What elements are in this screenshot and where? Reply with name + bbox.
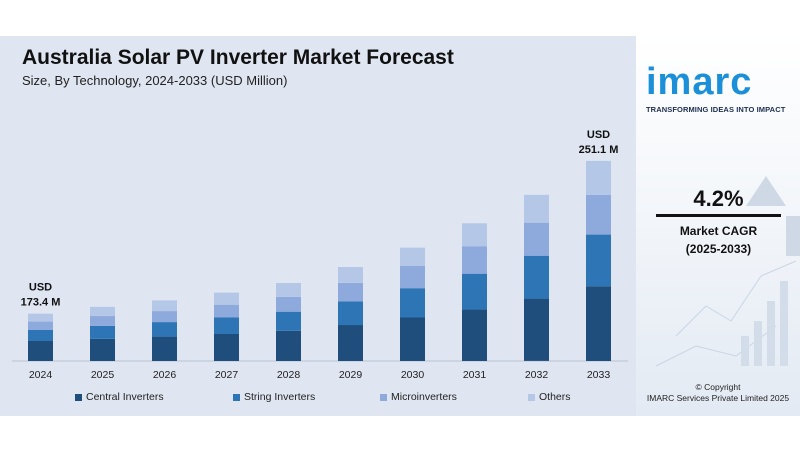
stacked-bar-chart: 2024 2025 2026 2027 2028 2029 2030 2031 2032 2033… bbox=[12, 129, 628, 381]
bar-segment-2027-0 bbox=[214, 334, 239, 361]
bar-segment-2024-3 bbox=[28, 313, 53, 322]
bar-segment-2026-0 bbox=[152, 336, 177, 361]
cagr-period: (2025-2033) bbox=[685, 242, 752, 256]
x-tick-label-2029: 2029 bbox=[339, 369, 363, 381]
bar-segment-2027-2 bbox=[214, 304, 239, 318]
chart-legend: Central Inverters String Inverters Microin… bbox=[0, 391, 636, 407]
bar-segment-2030-0 bbox=[400, 317, 425, 361]
bar-segment-2028-1 bbox=[276, 311, 301, 331]
bar-segment-2029-2 bbox=[338, 283, 363, 302]
x-tick-label-2030: 2030 bbox=[401, 369, 425, 381]
bar-segment-2027-3 bbox=[214, 292, 239, 305]
side-panel: imarc TRANSFORMING IDEAS INTO IMPACT 4.2… bbox=[636, 36, 800, 416]
bar-segment-2032-1 bbox=[524, 255, 549, 299]
legend-label-1: String Inverters bbox=[244, 391, 316, 403]
x-tick-label-2033: 2033 bbox=[587, 369, 611, 381]
bar-segment-2026-3 bbox=[152, 300, 177, 312]
x-tick-label-2028: 2028 bbox=[277, 369, 301, 381]
bar-segment-2026-1 bbox=[152, 322, 177, 337]
bar-segment-2033-2 bbox=[586, 194, 611, 235]
bar-segment-2031-2 bbox=[462, 246, 487, 274]
bar-segment-2031-3 bbox=[462, 223, 487, 247]
bar-segment-2033-0 bbox=[586, 286, 611, 361]
legend-swatch-2 bbox=[380, 393, 387, 401]
cagr-label: Market CAGR bbox=[679, 224, 758, 238]
bar-segment-2025-2 bbox=[90, 316, 115, 326]
bar-segment-2032-3 bbox=[524, 194, 549, 223]
bar-segment-2025-1 bbox=[90, 325, 115, 339]
chart-panel: Australia Solar PV Inverter Market Forec… bbox=[0, 36, 636, 416]
bar-segment-2031-0 bbox=[462, 309, 487, 361]
bar-segment-2033-1 bbox=[586, 234, 611, 287]
bar-segment-2024-1 bbox=[28, 330, 53, 341]
legend-swatch-1 bbox=[233, 393, 240, 401]
bar-segment-2029-0 bbox=[338, 325, 363, 361]
legend-label-2: Microinverters bbox=[391, 391, 457, 403]
infographic-frame: Australia Solar PV Inverter Market Forec… bbox=[0, 36, 800, 416]
bar-segment-2031-1 bbox=[462, 273, 487, 310]
bar-segment-2030-1 bbox=[400, 288, 425, 318]
legend-item-3: Others bbox=[528, 391, 571, 403]
bar-segment-2032-2 bbox=[524, 222, 549, 256]
total-annotation-2024-0: USD bbox=[29, 282, 52, 294]
chart-subtitle: Size, By Technology, 2024-2033 (USD Mill… bbox=[22, 73, 288, 88]
cagr-divider bbox=[656, 214, 781, 217]
x-tick-label-2025: 2025 bbox=[91, 369, 115, 381]
total-annotation-2024-1: 173.4 M bbox=[21, 297, 61, 309]
legend-item-0: Central Inverters bbox=[75, 391, 164, 403]
legend-item-1: String Inverters bbox=[233, 391, 315, 403]
bar-segment-2029-3 bbox=[338, 267, 363, 283]
bar-segment-2030-2 bbox=[400, 265, 425, 289]
legend-swatch-3 bbox=[528, 393, 535, 401]
bar-segment-2025-3 bbox=[90, 306, 115, 317]
brand-tagline: TRANSFORMING IDEAS INTO IMPACT bbox=[646, 105, 786, 114]
copyright-notice: © Copyright bbox=[695, 382, 741, 392]
x-tick-label-2031: 2031 bbox=[463, 369, 487, 381]
bar-segment-2024-2 bbox=[28, 321, 53, 330]
bar-segment-2033-3 bbox=[586, 160, 611, 195]
bar-segment-2028-0 bbox=[276, 330, 301, 361]
imarc-logo: imarc bbox=[646, 61, 753, 103]
bar-segment-2025-0 bbox=[90, 339, 115, 361]
total-annotation-2033-1: 251.1 M bbox=[579, 144, 619, 156]
copyright-holder: IMARC Services Private Limited 2025 bbox=[646, 393, 790, 403]
bar-segment-2028-2 bbox=[276, 296, 301, 312]
bar-segment-2028-3 bbox=[276, 283, 301, 297]
background-decoration bbox=[655, 176, 800, 367]
bar-segment-2027-1 bbox=[214, 317, 239, 334]
legend-label-0: Central Inverters bbox=[86, 391, 164, 403]
bar-segment-2032-0 bbox=[524, 298, 549, 361]
legend-label-3: Others bbox=[539, 391, 571, 403]
x-tick-label-2027: 2027 bbox=[215, 369, 239, 381]
bar-segment-2024-0 bbox=[28, 341, 53, 361]
legend-swatch-0 bbox=[75, 393, 82, 401]
bar-segment-2030-3 bbox=[400, 247, 425, 266]
chart-title: Australia Solar PV Inverter Market Forec… bbox=[22, 46, 454, 69]
total-annotation-2033-0: USD bbox=[587, 129, 610, 141]
x-tick-label-2024: 2024 bbox=[29, 369, 53, 381]
x-tick-label-2032: 2032 bbox=[525, 369, 549, 381]
x-tick-label-2026: 2026 bbox=[153, 369, 177, 381]
bar-segment-2029-1 bbox=[338, 301, 363, 326]
bar-segment-2026-2 bbox=[152, 311, 177, 323]
cagr-value: 4.2% bbox=[693, 186, 744, 211]
legend-item-2: Microinverters bbox=[380, 391, 457, 403]
